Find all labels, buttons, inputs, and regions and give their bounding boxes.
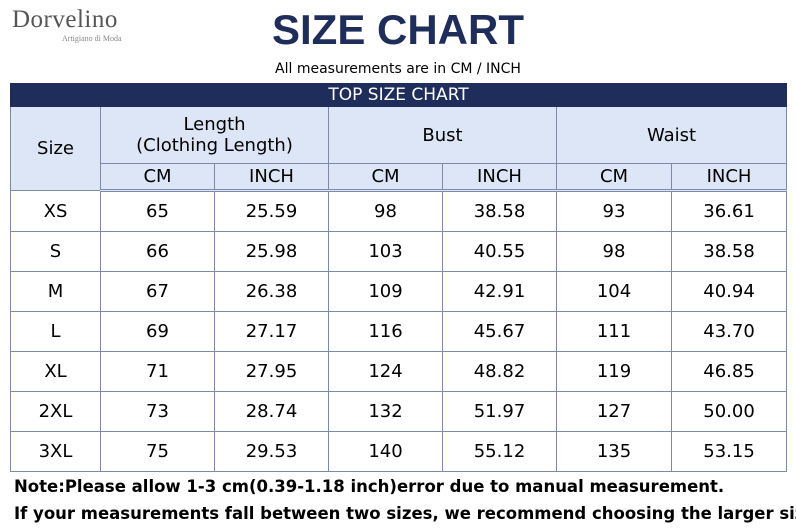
data-row: L 69 27.17 116 45.67 111 43.70 bbox=[10, 311, 788, 352]
cell: 40.55 bbox=[442, 231, 557, 272]
data-row: 2XL 73 28.74 132 51.97 127 50.00 bbox=[10, 391, 788, 432]
data-row: XL 71 27.95 124 48.82 119 46.85 bbox=[10, 351, 788, 392]
unit-header: CM bbox=[556, 163, 672, 192]
cell: 25.98 bbox=[214, 231, 329, 272]
cell: XL bbox=[10, 351, 101, 392]
table-title: TOP SIZE CHART bbox=[9, 83, 788, 107]
cell: 140 bbox=[328, 431, 443, 472]
unit-header: CM bbox=[328, 163, 443, 192]
cell: 28.74 bbox=[214, 391, 329, 432]
cell: 116 bbox=[328, 311, 443, 352]
group-header-line: Length bbox=[183, 114, 246, 135]
cell: 42.91 bbox=[442, 271, 557, 312]
group-header: Waist bbox=[555, 106, 788, 164]
cell: 27.17 bbox=[214, 311, 329, 352]
cell: 104 bbox=[556, 271, 672, 312]
group-header-line: (Clothing Length) bbox=[136, 135, 293, 156]
size-header: Size bbox=[10, 106, 101, 191]
cell: 2XL bbox=[10, 391, 101, 432]
group-header-line: Waist bbox=[646, 124, 697, 146]
cell: 69 bbox=[100, 311, 215, 352]
note: Note:Please allow 1-3 cm(0.39-1.18 inch)… bbox=[14, 477, 725, 496]
cell: 127 bbox=[556, 391, 672, 432]
unit-header: INCH bbox=[214, 163, 329, 192]
cell: 53.15 bbox=[670, 431, 788, 472]
cell: 71 bbox=[100, 351, 215, 392]
subtitle: All measurements are in CM / INCH bbox=[275, 61, 521, 77]
group-header-line: Bust bbox=[422, 124, 463, 146]
cell: 65 bbox=[100, 190, 215, 232]
cell: 25.59 bbox=[214, 190, 329, 232]
unit-header: INCH bbox=[442, 163, 557, 192]
cell: 51.97 bbox=[442, 391, 557, 432]
cell: 73 bbox=[100, 391, 215, 432]
note: If your measurements fall between two si… bbox=[14, 504, 796, 523]
group-header: Length (Clothing Length) bbox=[100, 106, 329, 164]
data-row: S 66 25.98 103 40.55 98 38.58 bbox=[10, 231, 788, 272]
cell: 98 bbox=[556, 231, 672, 272]
cell: 36.61 bbox=[670, 190, 788, 232]
cell: 98 bbox=[328, 190, 443, 232]
cell: 124 bbox=[328, 351, 443, 392]
cell: S bbox=[10, 231, 101, 272]
data-row: 3XL 75 29.53 140 55.12 135 53.15 bbox=[10, 431, 788, 472]
cell: 50.00 bbox=[670, 391, 788, 432]
cell: 46.85 bbox=[670, 351, 788, 392]
cell: 66 bbox=[100, 231, 215, 272]
cell: 43.70 bbox=[670, 311, 788, 352]
data-row: XS 65 25.59 98 38.58 93 36.61 bbox=[10, 190, 788, 232]
cell: 93 bbox=[556, 190, 672, 232]
cell: 38.58 bbox=[442, 190, 557, 232]
cell: 40.94 bbox=[670, 271, 788, 312]
cell: M bbox=[10, 271, 101, 312]
cell: 103 bbox=[328, 231, 443, 272]
group-row: Size Length (Clothing Length) Bust Waist bbox=[10, 106, 788, 191]
cell: L bbox=[10, 311, 101, 352]
cell: 29.53 bbox=[214, 431, 329, 472]
cell: 75 bbox=[100, 431, 215, 472]
cell: 48.82 bbox=[442, 351, 557, 392]
cell: 27.95 bbox=[214, 351, 329, 392]
cell: 26.38 bbox=[214, 271, 329, 312]
group-header: Bust bbox=[328, 106, 557, 164]
size-table: TOP SIZE CHART Size Length (Clothing Length… bbox=[9, 83, 788, 472]
unit-row: CM INCH CM INCH CM INCH bbox=[10, 163, 788, 192]
cell: 132 bbox=[328, 391, 443, 432]
cell: 67 bbox=[100, 271, 215, 312]
cell: 109 bbox=[328, 271, 443, 312]
data-row: M 67 26.38 109 42.91 104 40.94 bbox=[10, 271, 788, 312]
cell: 55.12 bbox=[442, 431, 557, 472]
brand: Dorvelino bbox=[12, 6, 118, 33]
cell: 38.58 bbox=[670, 231, 788, 272]
title-row: TOP SIZE CHART bbox=[9, 83, 788, 107]
cell: 3XL bbox=[10, 431, 101, 472]
cell: 135 bbox=[556, 431, 672, 472]
cell: XS bbox=[10, 190, 101, 232]
brand-tagline: Artigiano di Moda bbox=[62, 34, 122, 43]
cell: 45.67 bbox=[442, 311, 557, 352]
cell: 119 bbox=[556, 351, 672, 392]
title: SIZE CHART bbox=[272, 6, 524, 53]
unit-header: CM bbox=[100, 163, 215, 192]
cell: 111 bbox=[556, 311, 672, 352]
unit-header: INCH bbox=[670, 163, 788, 192]
